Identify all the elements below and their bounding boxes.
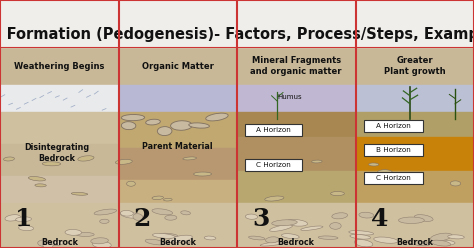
- Ellipse shape: [272, 220, 297, 226]
- Ellipse shape: [330, 223, 341, 229]
- Ellipse shape: [71, 192, 88, 195]
- Ellipse shape: [16, 217, 31, 222]
- Ellipse shape: [38, 240, 51, 247]
- Ellipse shape: [152, 196, 164, 200]
- Text: Bedrock: Bedrock: [41, 238, 78, 247]
- Ellipse shape: [301, 226, 323, 230]
- FancyBboxPatch shape: [364, 120, 423, 131]
- Ellipse shape: [430, 233, 452, 241]
- Text: Greater
Plant growth: Greater Plant growth: [384, 56, 446, 76]
- Ellipse shape: [28, 177, 46, 181]
- Ellipse shape: [157, 127, 172, 136]
- Ellipse shape: [399, 217, 424, 223]
- Ellipse shape: [282, 234, 299, 239]
- Ellipse shape: [260, 242, 285, 246]
- Text: A Horizon: A Horizon: [376, 123, 411, 128]
- Ellipse shape: [127, 181, 136, 186]
- Ellipse shape: [265, 237, 279, 243]
- Ellipse shape: [164, 198, 172, 201]
- Text: Bedrock: Bedrock: [159, 238, 196, 247]
- Ellipse shape: [121, 122, 136, 130]
- FancyBboxPatch shape: [245, 159, 302, 171]
- Text: Bedrock: Bedrock: [278, 238, 315, 247]
- Ellipse shape: [189, 123, 210, 128]
- Ellipse shape: [359, 212, 374, 218]
- Ellipse shape: [65, 229, 82, 235]
- Ellipse shape: [18, 226, 34, 231]
- Ellipse shape: [270, 225, 292, 231]
- Ellipse shape: [165, 215, 177, 220]
- Text: C Horizon: C Horizon: [256, 162, 291, 168]
- Ellipse shape: [5, 215, 20, 221]
- FancyBboxPatch shape: [364, 144, 423, 156]
- Ellipse shape: [265, 196, 284, 201]
- Ellipse shape: [206, 113, 228, 121]
- Text: Weathering Begins: Weathering Begins: [14, 62, 104, 71]
- Text: Disintegrating
Bedrock: Disintegrating Bedrock: [24, 143, 90, 163]
- Ellipse shape: [450, 181, 461, 186]
- Ellipse shape: [407, 240, 429, 246]
- Ellipse shape: [311, 160, 322, 163]
- Ellipse shape: [330, 191, 345, 196]
- Ellipse shape: [121, 115, 145, 121]
- Ellipse shape: [78, 156, 94, 161]
- FancyBboxPatch shape: [245, 124, 302, 136]
- Ellipse shape: [120, 211, 133, 216]
- Text: 2: 2: [134, 207, 151, 231]
- Text: Parent Material: Parent Material: [143, 142, 213, 151]
- Ellipse shape: [374, 237, 398, 243]
- Ellipse shape: [182, 236, 191, 243]
- Ellipse shape: [448, 235, 464, 239]
- Ellipse shape: [435, 240, 455, 245]
- Ellipse shape: [152, 209, 173, 215]
- Ellipse shape: [350, 234, 371, 239]
- Text: Humus: Humus: [277, 94, 302, 100]
- Ellipse shape: [332, 213, 347, 219]
- Ellipse shape: [369, 163, 379, 166]
- Ellipse shape: [145, 239, 165, 245]
- Ellipse shape: [414, 215, 433, 221]
- Ellipse shape: [43, 243, 53, 248]
- FancyBboxPatch shape: [364, 172, 423, 184]
- Ellipse shape: [168, 235, 192, 243]
- Text: B Horizon: B Horizon: [376, 147, 411, 153]
- Text: C Horizon: C Horizon: [376, 175, 411, 181]
- Ellipse shape: [248, 236, 265, 240]
- Ellipse shape: [76, 232, 94, 236]
- Ellipse shape: [91, 238, 109, 244]
- Text: A Horizon: A Horizon: [256, 127, 291, 133]
- Ellipse shape: [285, 219, 308, 226]
- Text: 3: 3: [252, 207, 269, 231]
- Text: Soil Formation (Pedogenesis)- Factors, Process/Steps, Examples: Soil Formation (Pedogenesis)- Factors, P…: [0, 27, 474, 42]
- Ellipse shape: [146, 119, 160, 125]
- Ellipse shape: [120, 212, 138, 218]
- Ellipse shape: [159, 233, 178, 237]
- Ellipse shape: [377, 170, 392, 175]
- Text: Mineral Fragments
and organic matter: Mineral Fragments and organic matter: [250, 56, 342, 76]
- Ellipse shape: [42, 162, 61, 166]
- Ellipse shape: [133, 214, 143, 220]
- Ellipse shape: [181, 211, 191, 215]
- Ellipse shape: [204, 236, 216, 240]
- Ellipse shape: [153, 233, 175, 238]
- Ellipse shape: [354, 240, 373, 247]
- Ellipse shape: [183, 157, 197, 160]
- Ellipse shape: [94, 209, 117, 215]
- Ellipse shape: [115, 159, 132, 164]
- Text: Organic Matter: Organic Matter: [142, 62, 214, 71]
- Ellipse shape: [92, 241, 111, 248]
- Ellipse shape: [35, 184, 46, 187]
- Ellipse shape: [171, 121, 192, 130]
- Ellipse shape: [3, 157, 14, 161]
- Ellipse shape: [431, 240, 451, 246]
- Ellipse shape: [318, 236, 338, 239]
- Text: 1: 1: [15, 207, 32, 231]
- Ellipse shape: [50, 241, 64, 246]
- Text: Bedrock: Bedrock: [396, 238, 433, 247]
- Ellipse shape: [193, 172, 211, 176]
- Ellipse shape: [100, 219, 109, 223]
- Ellipse shape: [246, 214, 257, 219]
- Ellipse shape: [349, 231, 374, 235]
- Text: 4: 4: [371, 207, 388, 231]
